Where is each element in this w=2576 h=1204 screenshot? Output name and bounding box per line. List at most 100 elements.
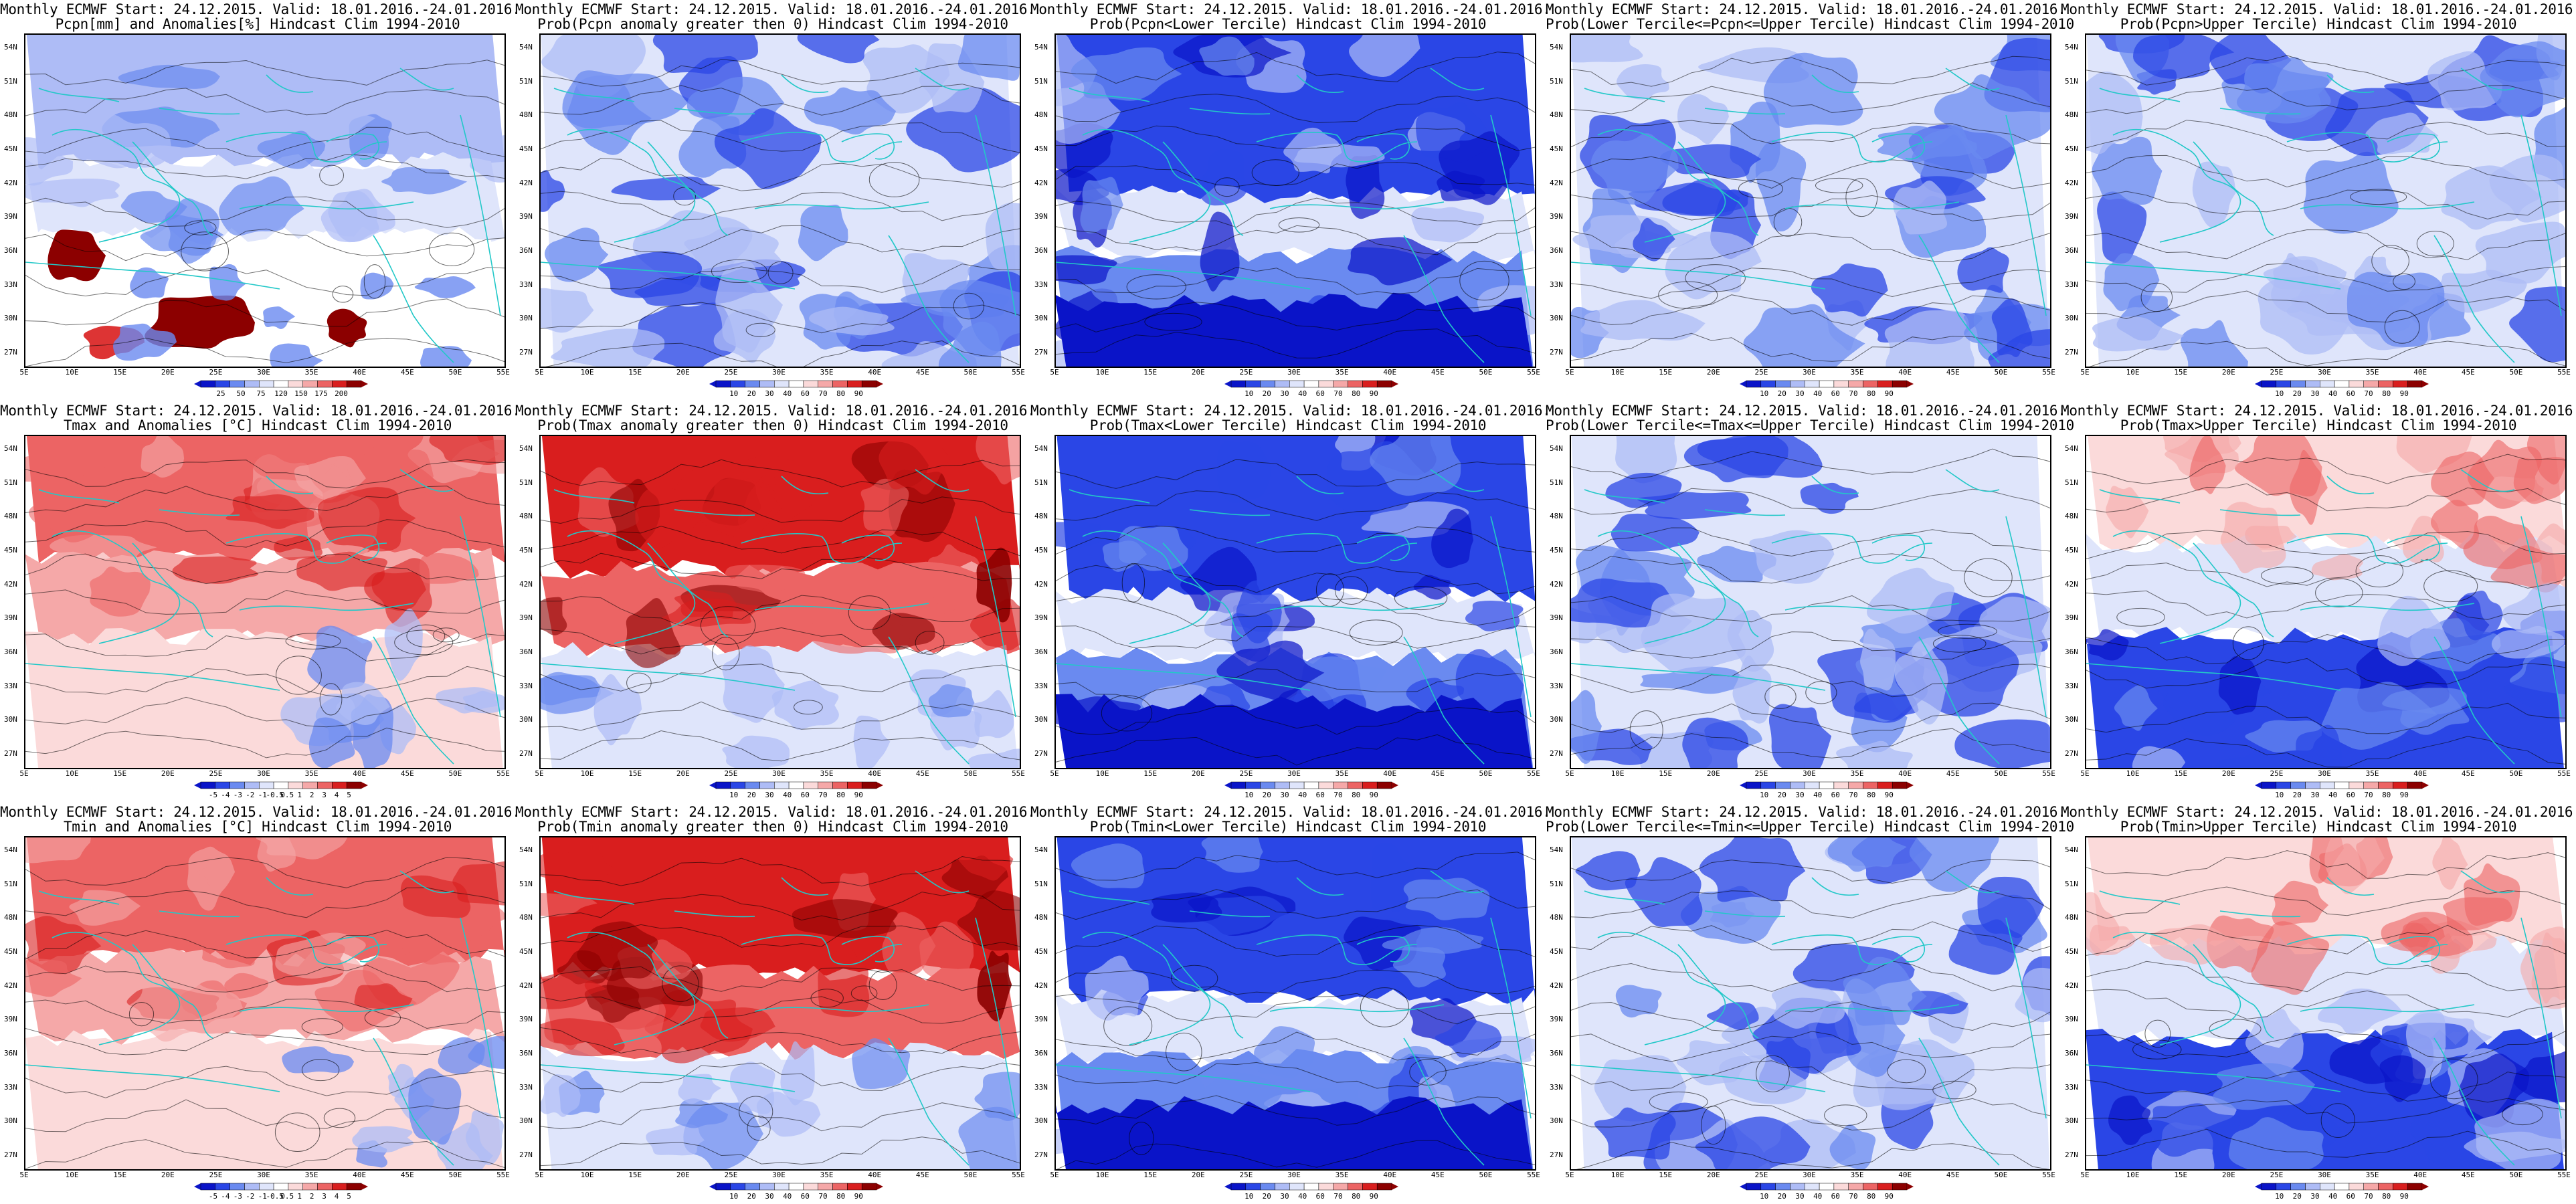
longitude-label: 5E xyxy=(1050,769,1059,778)
colorbar-swatch xyxy=(1775,380,1790,388)
colorbar-arrow-right xyxy=(361,381,368,387)
latitude-label: 27N xyxy=(4,1150,17,1159)
colorbar-tick-label: 30 xyxy=(1280,389,1289,398)
latitude-label: 36N xyxy=(4,246,17,255)
colorbar-swatch xyxy=(1362,1183,1378,1191)
longitude-label: 30E xyxy=(2318,368,2331,377)
latitude-label: 54N xyxy=(4,43,17,52)
latitude-label: 42N xyxy=(4,579,17,589)
map-panel: Monthly ECMWF Start: 24.12.2015. Valid: … xyxy=(1030,0,1551,401)
panel-title-variable: Prob(Tmax anomaly greater then 0) Hindca… xyxy=(537,417,1008,433)
latitude-label: 39N xyxy=(2065,1015,2078,1024)
map-field xyxy=(541,837,1020,1169)
latitude-label: 39N xyxy=(1550,1015,1563,1024)
colorbar-swatch xyxy=(244,380,260,388)
colorbar-tick-label: 90 xyxy=(1884,791,1894,799)
colorbar-swatch xyxy=(332,380,347,388)
map-field xyxy=(2086,35,2565,367)
latitude-label: 30N xyxy=(4,1116,17,1126)
map-area xyxy=(539,435,1021,769)
latitude-label: 54N xyxy=(519,43,533,52)
map-panel: Monthly ECMWF Start: 24.12.2015. Valid: … xyxy=(1546,803,2074,1204)
latitude-label: 42N xyxy=(1550,579,1563,589)
colorbar-swatch xyxy=(200,1183,216,1191)
latitude-label: 45N xyxy=(519,144,533,153)
colorbar-tick-label: 90 xyxy=(1369,1192,1378,1201)
colorbar-arrow-left xyxy=(1740,1183,1746,1190)
colorbar-swatch xyxy=(1260,781,1275,789)
colorbar-swatch xyxy=(1289,380,1305,388)
longitude-label: 30E xyxy=(2318,769,2331,778)
panel-title-header: Monthly ECMWF Start: 24.12.2015. Valid: … xyxy=(2061,403,2576,419)
colorbar-swatch xyxy=(788,1183,804,1191)
colorbar-swatch xyxy=(288,1183,303,1191)
colorbar-tick-label: 90 xyxy=(854,1192,863,1201)
colorbar-swatch xyxy=(2407,1183,2423,1191)
longitude-label: 45E xyxy=(1946,769,1960,778)
map-area xyxy=(1054,33,1536,368)
longitude-label: 20E xyxy=(676,368,690,377)
colorbar-swatch xyxy=(1333,781,1348,789)
panel-title-variable: Pcpn[mm] and Anomalies[%] Hindcast Clim … xyxy=(55,16,460,32)
colorbar-tick-label: -5 xyxy=(208,1192,218,1201)
colorbar-swatch xyxy=(832,380,848,388)
colorbar-arrow-left xyxy=(194,782,201,789)
colorbar-arrow-right xyxy=(1392,782,1398,789)
latitude-label: 54N xyxy=(2065,845,2078,854)
longitude-label: 40E xyxy=(868,1171,882,1179)
latitude-label: 45N xyxy=(1034,144,1048,153)
latitude-label: 48N xyxy=(519,512,533,521)
longitude-label: 35E xyxy=(2365,769,2379,778)
latitude-label: 48N xyxy=(1034,512,1048,521)
colorbar-swatch xyxy=(2393,1183,2408,1191)
colorbar-swatch xyxy=(1892,1183,1908,1191)
colorbar-swatch xyxy=(2378,380,2393,388)
latitude-label: 51N xyxy=(2065,879,2078,888)
colorbar-swatch xyxy=(2363,380,2379,388)
colorbar-swatch xyxy=(818,781,833,789)
latitude-label: 27N xyxy=(519,749,533,758)
colorbar-tick-label: 20 xyxy=(747,389,756,398)
latitude-label: 48N xyxy=(2065,913,2078,922)
latitude-label: 33N xyxy=(1034,681,1048,690)
colorbar-swatch xyxy=(273,781,289,789)
colorbar-arrow-left xyxy=(194,1183,201,1190)
map-area xyxy=(1570,836,2051,1171)
latitude-label: 45N xyxy=(4,947,17,956)
colorbar-tick-label: 90 xyxy=(854,389,863,398)
latitude-label: 30N xyxy=(4,715,17,724)
latitude-label: 51N xyxy=(1034,879,1048,888)
latitude-label: 42N xyxy=(1550,981,1563,990)
latitude-label: 27N xyxy=(2065,749,2078,758)
longitude-label: 20E xyxy=(161,769,175,778)
colorbar-tick-label: 30 xyxy=(765,791,774,799)
longitude-label: 55E xyxy=(1012,1171,1025,1179)
longitude-label: 25E xyxy=(1239,1171,1253,1179)
colorbar-swatch xyxy=(1230,781,1247,789)
longitude-label: 30E xyxy=(257,1171,270,1179)
colorbar-swatch xyxy=(2290,1183,2306,1191)
longitude-label: 5E xyxy=(1050,368,1059,377)
longitude-label: 35E xyxy=(2365,368,2379,377)
colorbar-swatch xyxy=(273,1183,289,1191)
longitude-label: 50E xyxy=(2509,769,2523,778)
latitude-label: 30N xyxy=(4,314,17,323)
latitude-label: 33N xyxy=(1034,1082,1048,1092)
longitude-label: 20E xyxy=(676,1171,690,1179)
colorbar-swatch xyxy=(2378,781,2393,789)
colorbar-swatch xyxy=(730,1183,745,1191)
colorbar-arrow-left xyxy=(1224,782,1231,789)
latitude-label: 33N xyxy=(519,681,533,690)
colorbar-tick-label: -3 xyxy=(233,1192,243,1201)
colorbar-swatch xyxy=(2349,380,2364,388)
colorbar-tick-label: 80 xyxy=(1352,389,1361,398)
colorbar-swatch xyxy=(1289,781,1305,789)
colorbar-swatch xyxy=(2276,781,2291,789)
longitude-label: 5E xyxy=(2080,1171,2090,1179)
latitude-label: 51N xyxy=(4,478,17,487)
latitude-label: 27N xyxy=(1034,1150,1048,1159)
colorbar-swatch xyxy=(2363,1183,2379,1191)
colorbar-tick-label: 90 xyxy=(854,791,863,799)
colorbar-tick-label: 80 xyxy=(2382,791,2391,799)
colorbar-swatch xyxy=(317,380,333,388)
